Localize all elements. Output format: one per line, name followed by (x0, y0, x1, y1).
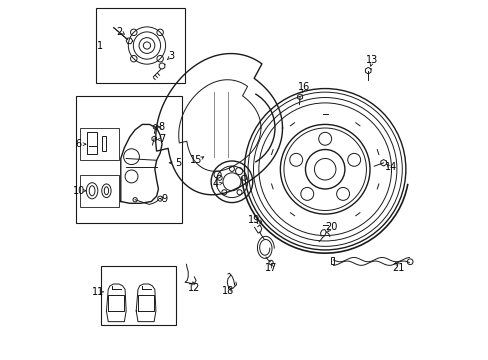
Text: 13: 13 (365, 55, 377, 65)
Bar (80, 175, 119, 207)
Bar (76, 96, 182, 223)
Text: 3: 3 (168, 50, 174, 60)
Text: 11: 11 (92, 287, 104, 297)
Text: 8: 8 (158, 122, 164, 132)
Text: 2: 2 (116, 27, 122, 37)
Bar (80, 128, 119, 160)
Text: 19: 19 (248, 215, 260, 225)
Text: 18: 18 (222, 286, 234, 296)
Bar (330, 257, 333, 264)
Text: 5: 5 (175, 158, 181, 168)
Text: 20: 20 (325, 222, 337, 232)
Text: 6: 6 (76, 139, 81, 149)
Bar (87, 132, 97, 154)
Bar (101, 266, 176, 325)
Text: 4: 4 (212, 179, 219, 189)
Text: 9: 9 (162, 194, 167, 204)
Text: 14: 14 (385, 162, 397, 172)
Text: 7: 7 (159, 135, 165, 144)
Text: 12: 12 (188, 283, 200, 293)
Text: 17: 17 (264, 263, 277, 273)
Text: 10: 10 (73, 186, 85, 196)
Bar (96, 8, 185, 83)
Text: 16: 16 (297, 82, 309, 93)
Text: 21: 21 (391, 263, 404, 273)
Text: 15: 15 (189, 155, 202, 165)
Bar (102, 136, 106, 150)
Text: 1: 1 (97, 41, 103, 50)
